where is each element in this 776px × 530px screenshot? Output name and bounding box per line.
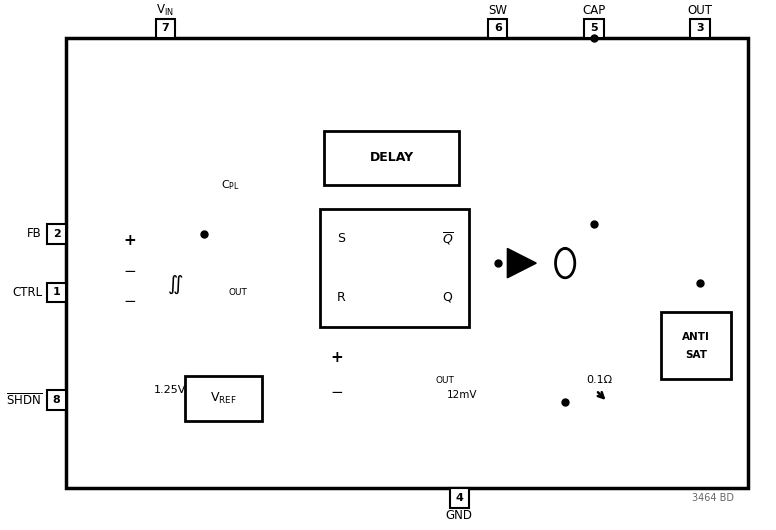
Bar	[449, 488, 469, 508]
Bar	[320, 209, 469, 326]
Text: 6: 6	[494, 23, 501, 33]
Text: ANTI: ANTI	[682, 332, 710, 342]
Text: S: S	[337, 232, 345, 245]
Text: $-$: $-$	[331, 383, 344, 398]
Text: GND: GND	[445, 509, 473, 522]
Text: 3464 BD: 3464 BD	[691, 493, 734, 503]
Text: 3: 3	[696, 23, 704, 33]
Text: DELAY: DELAY	[369, 151, 414, 164]
Bar	[324, 131, 459, 185]
Text: 2: 2	[53, 229, 61, 239]
Text: $\overline{\rm SHDN}$: $\overline{\rm SHDN}$	[6, 392, 42, 408]
Bar	[47, 390, 66, 410]
Text: C$_{\rm PL}$: C$_{\rm PL}$	[221, 178, 240, 192]
Text: +: +	[331, 350, 343, 366]
Text: +: +	[123, 233, 136, 248]
Text: 1.25V: 1.25V	[154, 385, 186, 395]
Text: R: R	[336, 291, 345, 304]
Text: $-$: $-$	[123, 262, 137, 278]
Text: OUT: OUT	[228, 288, 248, 297]
Text: 0.1Ω: 0.1Ω	[587, 375, 612, 385]
Text: $-$: $-$	[123, 292, 137, 307]
Bar	[584, 19, 604, 38]
Bar	[661, 312, 731, 378]
Text: SAT: SAT	[685, 350, 707, 360]
Text: CTRL: CTRL	[12, 286, 42, 299]
Text: V$_{\rm REF}$: V$_{\rm REF}$	[210, 391, 237, 405]
Text: $\overline{Q}$: $\overline{Q}$	[442, 231, 453, 247]
Text: 1: 1	[53, 287, 61, 297]
Bar	[185, 376, 262, 421]
Text: 8: 8	[53, 395, 61, 405]
Text: 7: 7	[161, 23, 169, 33]
Bar	[488, 19, 508, 38]
Bar	[156, 19, 175, 38]
Text: OUT: OUT	[435, 376, 455, 385]
Text: OUT: OUT	[688, 4, 712, 17]
Bar	[691, 19, 709, 38]
Bar	[47, 282, 66, 302]
Text: FB: FB	[27, 227, 42, 240]
Text: 12mV: 12mV	[447, 390, 477, 400]
Text: SW: SW	[488, 4, 508, 17]
Text: $\iint$: $\iint$	[167, 273, 183, 296]
Polygon shape	[508, 249, 536, 278]
Text: V$_{\rm IN}$: V$_{\rm IN}$	[157, 3, 175, 19]
Text: 5: 5	[591, 23, 598, 33]
Text: Q: Q	[442, 291, 452, 304]
Bar	[66, 38, 748, 488]
Text: CAP: CAP	[583, 4, 606, 17]
Bar	[47, 224, 66, 244]
Text: 4: 4	[456, 493, 463, 503]
